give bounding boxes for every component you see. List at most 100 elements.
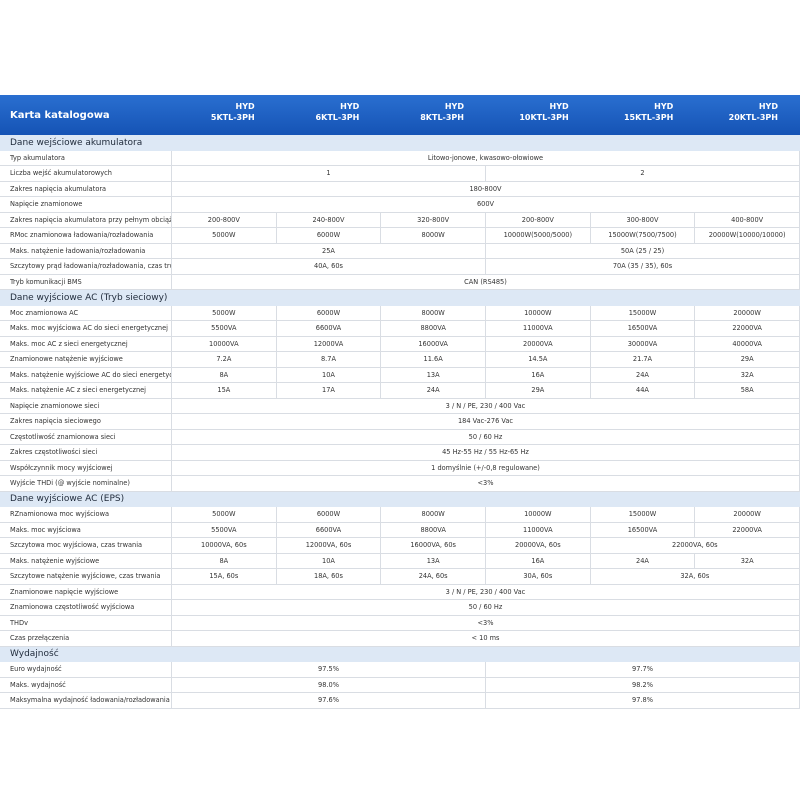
value-cell: <3% <box>172 615 800 631</box>
value-cell: 2 <box>486 166 800 182</box>
row-label: Maks. wydajność <box>0 677 172 693</box>
section-title: Wydajność <box>0 646 800 662</box>
row-label: RMoc znamionowa ładowania/rozładowania <box>0 228 172 244</box>
value-cell: 70A (35 / 35), 60s <box>486 259 800 275</box>
value-cell: 11000VA <box>486 522 591 538</box>
value-cell: 6600VA <box>276 522 382 538</box>
value-cell: 15000W <box>590 305 696 321</box>
row-label: Znamionowa częstotliwość wyjściowa <box>0 600 172 616</box>
value-cell: 5500VA <box>172 321 277 337</box>
value-cell: 16500VA <box>590 522 696 538</box>
value-cell: 8A <box>172 553 277 569</box>
value-cell: 44A <box>590 383 696 399</box>
row-label: Maks. natężenie AC z sieci energetycznej <box>0 383 172 399</box>
value-cell: 15000W <box>590 507 696 523</box>
value-cell: 16A <box>486 553 591 569</box>
value-cell: 6000W <box>276 305 382 321</box>
value-cell: 30000VA <box>590 336 696 352</box>
row-label: Napięcie znamionowe <box>0 197 172 213</box>
row-label: Znamionowe napięcie wyjściowe <box>0 584 172 600</box>
column-brand: HYD <box>340 102 360 111</box>
value-cell: 17A <box>276 383 382 399</box>
value-cell: 5000W <box>172 305 277 321</box>
column-header: HYD 15KTL-3PH <box>591 101 674 123</box>
value-cell: 97.5% <box>172 662 486 678</box>
value-cell: 6000W <box>276 507 382 523</box>
value-cell: 400-800V <box>695 212 800 228</box>
value-cell: 240-800V <box>276 212 382 228</box>
value-cell: 22000VA <box>695 522 800 538</box>
row-label: Maks. natężenie wyjściowe <box>0 553 172 569</box>
value-cell: 24A <box>590 553 696 569</box>
value-cell: 3 / N / PE, 230 / 400 Vac <box>172 584 800 600</box>
row-label: Szczytowa moc wyjściowa, czas trwania <box>0 538 172 554</box>
row-label: Maks. natężenie wyjściowe AC do sieci en… <box>0 367 172 383</box>
value-cell: 184 Vac-276 Vac <box>172 414 800 430</box>
value-cell: 25A <box>172 243 486 259</box>
value-cell: 32A <box>695 553 800 569</box>
column-brand: HYD <box>235 102 255 111</box>
value-cell: 40000VA <box>695 336 800 352</box>
value-cell: 18A, 60s <box>276 569 382 585</box>
value-cell: 20000W <box>695 507 800 523</box>
value-cell: 8000W <box>381 305 486 321</box>
value-cell: 10A <box>276 367 382 383</box>
value-cell: 16000VA, 60s <box>381 538 486 554</box>
value-cell: 50A (25 / 25) <box>486 243 800 259</box>
value-cell: 320-800V <box>381 212 486 228</box>
value-cell: < 10 ms <box>172 631 800 647</box>
value-cell: 8000W <box>381 228 486 244</box>
value-cell: 16A <box>486 367 591 383</box>
value-cell: 20000VA, 60s <box>486 538 591 554</box>
value-cell: 20000W <box>695 305 800 321</box>
column-brand: HYD <box>444 102 464 111</box>
row-label: Zakres napięcia sieciowego <box>0 414 172 430</box>
row-label: Maksymalna wydajność ładowania/rozładowa… <box>0 693 172 709</box>
value-cell: CAN (RS485) <box>172 274 800 290</box>
value-cell: 97.6% <box>172 693 486 709</box>
header-bar <box>0 95 800 135</box>
value-cell: 12000VA <box>276 336 382 352</box>
column-header: HYD 5KTL-3PH <box>172 101 255 123</box>
value-cell: 7.2A <box>172 352 277 368</box>
value-cell: 40A, 60s <box>172 259 486 275</box>
row-label: Zakres częstotliwości sieci <box>0 445 172 461</box>
value-cell: 1 domyślnie (+/-0,8 regulowane) <box>172 460 800 476</box>
value-cell: 10000VA <box>172 336 277 352</box>
value-cell: 13A <box>381 553 486 569</box>
row-label: Moc znamionowa AC <box>0 305 172 321</box>
value-cell: 10A <box>276 553 382 569</box>
column-model: 6KTL-3PH <box>315 113 360 122</box>
value-cell: 1 <box>172 166 486 182</box>
value-cell: 10000W <box>486 507 591 523</box>
value-cell: 8.7A <box>276 352 382 368</box>
value-cell: 180-800V <box>172 181 800 197</box>
value-cell: 12000VA, 60s <box>276 538 382 554</box>
value-cell: 11.6A <box>381 352 486 368</box>
row-label: Euro wydajność <box>0 662 172 678</box>
row-label: Znamionowe natężenie wyjściowe <box>0 352 172 368</box>
value-cell: 200-800V <box>172 212 277 228</box>
column-header: HYD 10KTL-3PH <box>486 101 568 123</box>
section-title: Dane wejściowe akumulatora <box>0 135 800 151</box>
column-model: 15KTL-3PH <box>623 113 674 122</box>
value-cell: 600V <box>172 197 800 213</box>
value-cell: 5500VA <box>172 522 277 538</box>
row-label: RZnamionowa moc wyjściowa <box>0 507 172 523</box>
row-label: Współczynnik mocy wyjściowej <box>0 460 172 476</box>
value-cell: 3 / N / PE, 230 / 400 Vac <box>172 398 800 414</box>
value-cell: 24A <box>381 383 486 399</box>
row-label: Czas przełączenia <box>0 631 172 647</box>
value-cell: 98.2% <box>486 677 800 693</box>
value-cell: 6600VA <box>276 321 382 337</box>
value-cell: <3% <box>172 476 800 492</box>
column-brand: HYD <box>654 102 674 111</box>
section-title: Dane wyjściowe AC (EPS) <box>0 491 800 507</box>
value-cell: 32A <box>695 367 800 383</box>
value-cell: 300-800V <box>590 212 696 228</box>
value-cell: 14.5A <box>486 352 591 368</box>
value-cell: 8000W <box>381 507 486 523</box>
value-cell: 58A <box>695 383 800 399</box>
